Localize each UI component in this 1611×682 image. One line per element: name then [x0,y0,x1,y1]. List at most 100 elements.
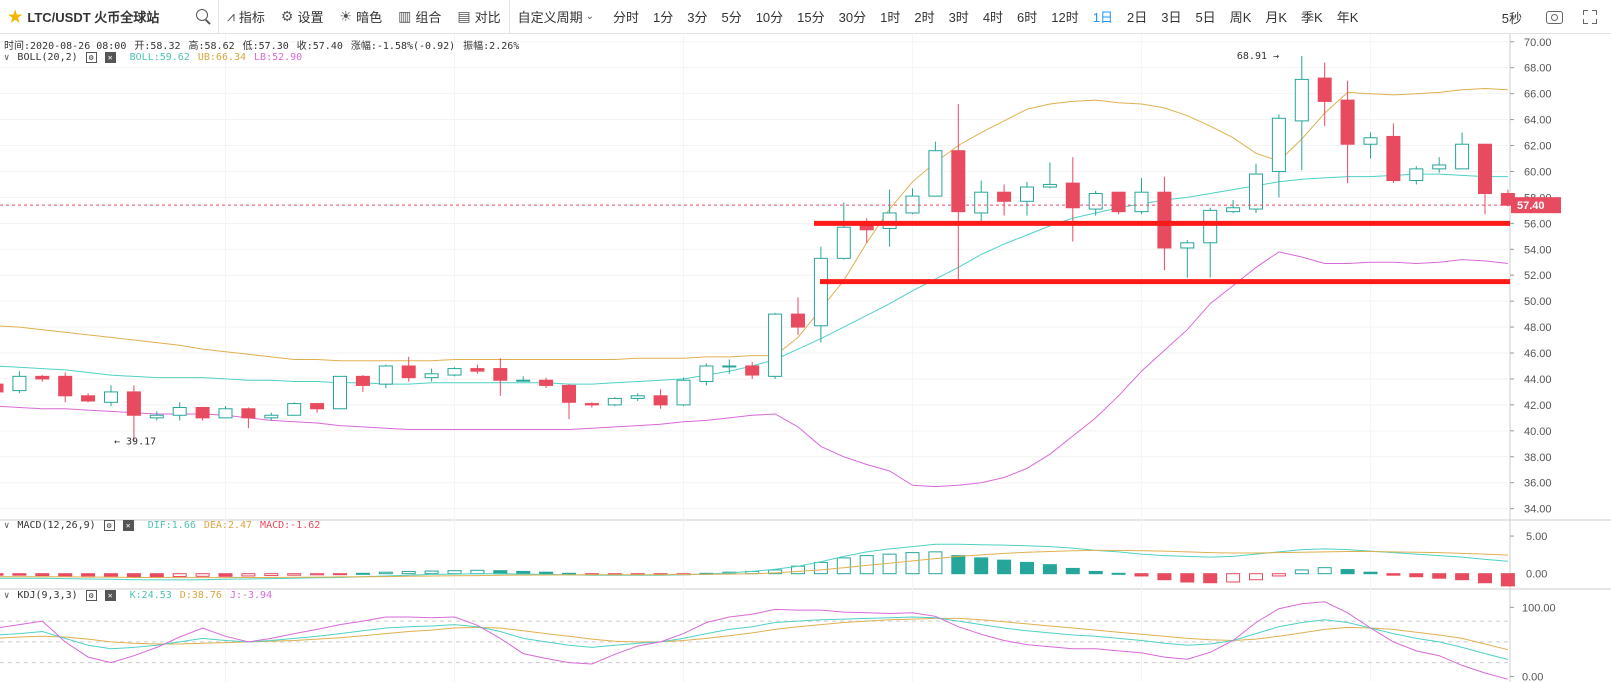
candle-body [1088,193,1103,210]
theme-label: 暗色 [356,10,383,25]
candle-body [218,408,233,419]
kdj-j-value: J:-3.94 [229,590,273,601]
candle-body [172,406,187,416]
indicator-close-icon[interactable]: ✕ [104,590,116,601]
timeframe-button[interactable]: 2日 [1126,10,1148,25]
timeframe-button[interactable]: 10分 [755,10,784,25]
candle-body [493,368,508,381]
timeframe-button[interactable]: 月K [1265,10,1288,25]
favorite-star-icon[interactable]: ★ [8,8,23,26]
macd-histogram-bar [58,573,73,577]
settings-button[interactable]: ⚙ 设置 [273,0,332,34]
y-tick-label: 34.00 [1524,504,1552,516]
macd-histogram-bar [1363,571,1378,575]
ohlc-change: 涨幅:-1.58%(-0.92) [350,41,456,52]
timeframe-button[interactable]: 年K [1336,10,1359,25]
candle-body [722,365,737,368]
timeframe-button[interactable]: 1时 [880,10,901,25]
collapse-chevron-icon[interactable]: ∨ [4,52,10,63]
refresh-interval[interactable]: 5秒 [1501,10,1522,26]
macd-dif-line [0,543,1508,581]
indicator-settings-icon[interactable]: ⚙ [85,52,97,63]
candle-body [562,384,576,403]
macd-histogram-bar [35,573,50,577]
y-tick-label: 36.00 [1524,478,1552,490]
timeframe-button[interactable]: 季K [1301,10,1323,25]
candle-body [791,313,805,328]
candle-body [928,150,943,197]
low-price-annotation: ← 39.17 [114,437,156,448]
macd-histogram-bar [516,570,531,575]
candle-body [882,212,897,230]
candle-body [1203,209,1218,244]
macd-histogram-bar [562,572,576,575]
timeframe-button[interactable]: 12时 [1051,10,1079,25]
candle-body [607,397,622,406]
fullscreen-icon[interactable] [1583,10,1597,24]
macd-histogram-bar [401,570,416,575]
macd-histogram-bar [1020,561,1034,575]
ohlc-time: 时间:2020-08-26 08:00 [4,41,127,52]
indicators-button[interactable]: ⩘ 指标 [219,0,273,34]
timeframe-button[interactable]: 4时 [982,10,1004,25]
indicator-settings-icon[interactable]: ⚙ [85,590,97,601]
timeframe-button[interactable]: 5分 [721,10,742,25]
candle-body [195,406,210,419]
y-tick-label: 46.00 [1524,348,1552,360]
timeframe-button[interactable]: 3分 [687,10,708,25]
macd-histogram-bar [264,573,279,577]
compare-button[interactable]: ▤ 对比 [449,0,508,34]
symbol-selector[interactable]: ★ LTC/USDT 火币全球站 [0,0,219,34]
indicator-close-icon[interactable]: ✕ [122,520,134,531]
toolbar-right: 5秒 [1490,0,1611,34]
macd-histogram-bar [1271,573,1286,577]
timeframe-list: 分时 1分 3分 5分 10分 15分 30分 1时 2时 3时 4时 6时 12时 1日 2日 3日 5日 周K… [606,0,1365,34]
macd-histogram-bar [378,571,393,575]
timeframe-button[interactable]: 6时 [1017,10,1038,25]
theme-button[interactable]: ☀ 暗色 [332,0,391,34]
collapse-chevron-icon[interactable]: ∨ [4,590,10,601]
candle-body [1249,173,1263,210]
last-price-label: 57.40 [1517,200,1545,212]
candle-body [0,383,4,393]
last-price-tag [1511,197,1561,214]
candle-body [1363,137,1378,145]
ohlc-info-bar: 时间:2020-08-26 08:00 开:58.32 高:58.62 低:57… [4,37,527,52]
timeframe-button[interactable]: 分时 [612,10,639,25]
search-icon[interactable] [196,8,208,21]
collapse-chevron-icon[interactable]: ∨ [4,520,10,531]
timeframe-button[interactable]: 1分 [653,10,674,25]
indicator-close-icon[interactable]: ✕ [104,52,116,63]
y-tick-label: 62.00 [1524,141,1552,153]
custom-period-dropdown[interactable]: 自定义周期 ⌄ [510,0,606,34]
timeframe-button[interactable]: 2时 [914,10,935,25]
candle-body [539,379,554,386]
macd-histogram-bar [470,569,485,575]
candle-body [836,226,851,259]
macd-histogram-bar [1340,569,1355,575]
macd-histogram-bar [12,573,27,576]
macd-histogram-bar [1386,573,1401,576]
macd-histogram-bar [1157,573,1172,581]
candle-body [447,368,462,376]
candle-body [1455,143,1470,170]
timeframe-button[interactable]: 5日 [1195,10,1216,25]
camera-icon[interactable] [1546,10,1563,24]
timeframe-button[interactable]: 3日 [1161,10,1182,25]
macd-histogram-bar [126,573,141,578]
macd-histogram-bar [1249,573,1263,581]
candle-body [355,375,370,386]
timeframe-button[interactable]: 1日 [1092,10,1113,25]
candle-body [81,395,96,402]
indicator-settings-icon[interactable]: ⚙ [103,520,115,531]
kdj-k-value: K:24.53 [129,590,172,601]
timeframe-button[interactable]: 周K [1229,10,1252,25]
macd-histogram-bar [1432,573,1447,579]
kdj-d-line [0,617,1509,651]
timeframe-button[interactable]: 3时 [948,10,969,25]
kdj-y-tick-label: 100.00 [1522,602,1556,614]
timeframe-button[interactable]: 30分 [838,10,867,25]
layout-button[interactable]: ▥ 组合 [390,0,449,34]
timeframe-button[interactable]: 15分 [797,10,825,25]
price-chart[interactable]: 34.00 36.00 38.00 40.00 42.00 44.00 46.00 48.00… [0,34,1611,682]
